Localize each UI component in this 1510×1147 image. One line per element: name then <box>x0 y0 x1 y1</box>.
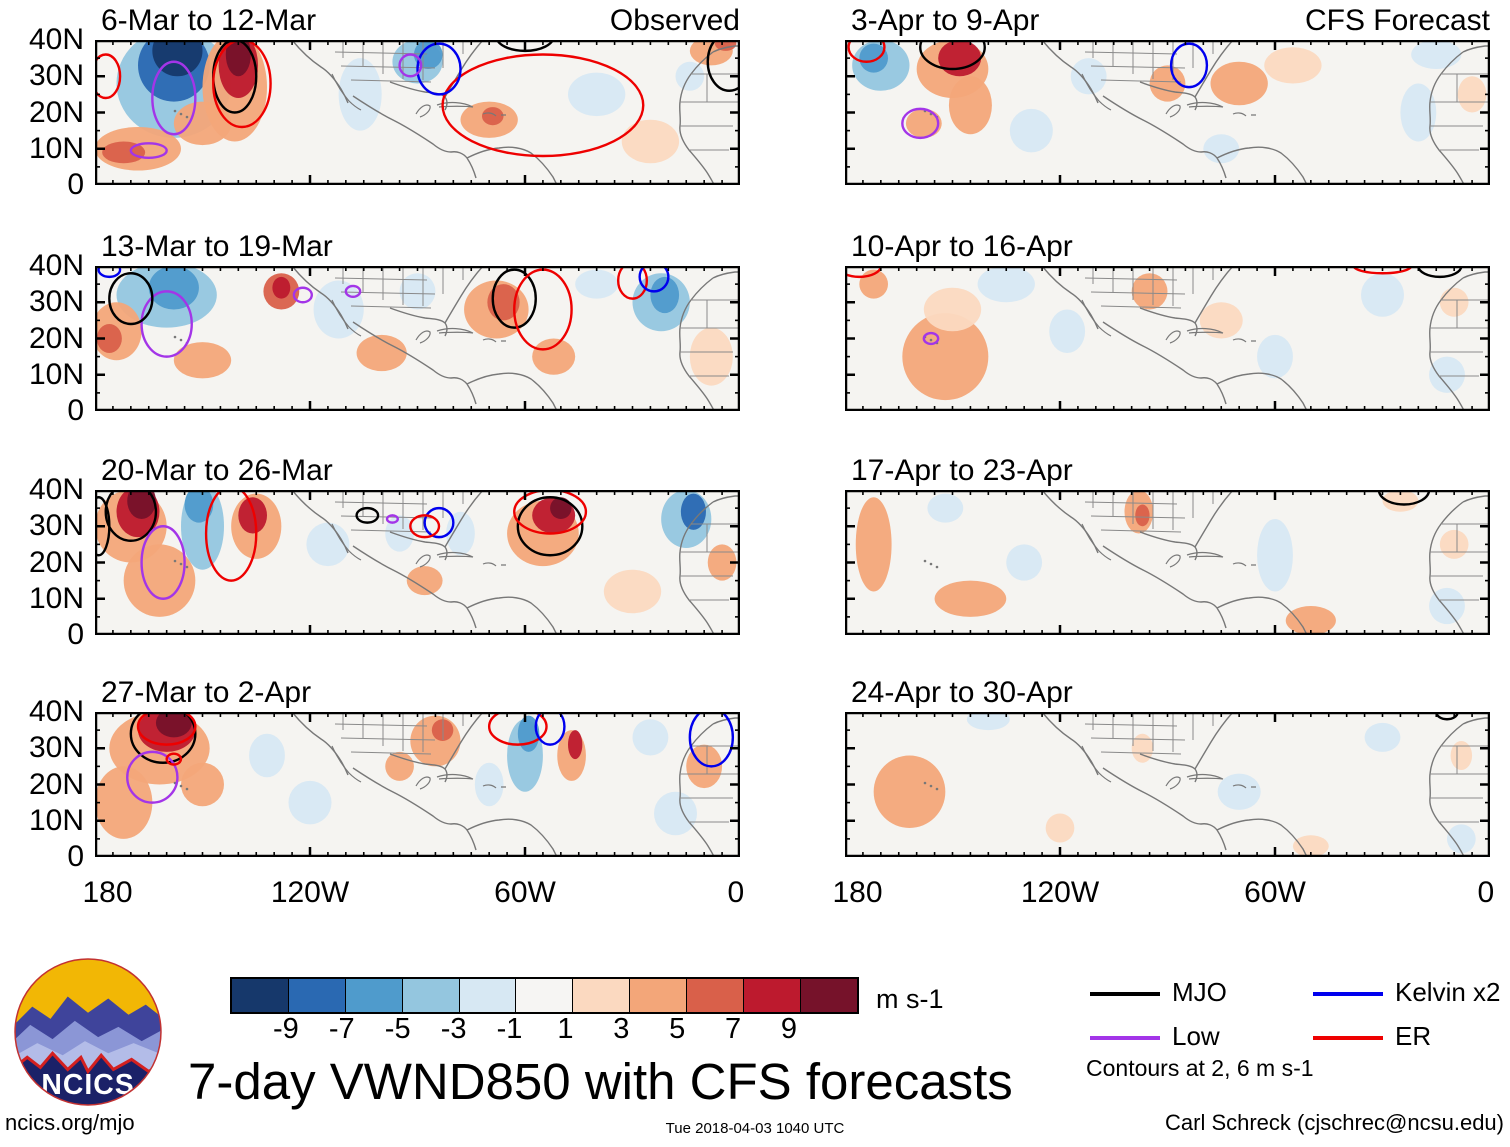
colorbar-segment-0 <box>232 979 289 1012</box>
x-axis-label-0: 0 <box>1477 876 1495 909</box>
legend-label-low: Low <box>1172 1021 1220 1051</box>
x-axis-label-120w: 120W <box>1020 876 1100 909</box>
colorbar-segment-3 <box>402 979 460 1012</box>
map-panel-27-mar-to-2-apr <box>95 712 740 857</box>
map-panel-20-mar-to-26-mar <box>95 490 740 635</box>
y-axis-label-10n: 10N <box>28 357 84 391</box>
colorbar-segment-9 <box>744 979 801 1012</box>
colorbar-tick-9: 9 <box>780 1013 798 1045</box>
x-axis-label-180: 180 <box>82 876 133 909</box>
y-axis-label-0: 0 <box>67 840 84 873</box>
panel-title-6-mar-to-12-mar: 6-Mar to 12-Mar <box>101 4 317 37</box>
map-panel-10-apr-to-16-apr <box>845 266 1490 411</box>
legend-label-kelvin-x2: Kelvin x2 <box>1395 977 1501 1007</box>
y-axis-label-30n: 30N <box>28 509 84 543</box>
panel-title-3-apr-to-9-apr: 3-Apr to 9-Apr <box>851 4 1040 37</box>
logo-wordmark: NCICS <box>41 1069 134 1101</box>
ncics-logo: NCICS <box>14 958 162 1106</box>
colorbar-tick--7: -7 <box>328 1013 355 1045</box>
legend-label-mjo: MJO <box>1172 977 1227 1007</box>
colorbar-unit: m s-1 <box>876 984 944 1014</box>
map-panel-17-apr-to-23-apr <box>845 490 1490 635</box>
colorbar-tick-5: 5 <box>669 1013 686 1045</box>
legend-line-er <box>1313 1036 1383 1040</box>
y-axis-label-20n: 20N <box>28 767 84 801</box>
panel-title-13-mar-to-19-mar: 13-Mar to 19-Mar <box>101 230 333 263</box>
y-axis-label-30n: 30N <box>28 285 84 319</box>
colorbar-segment-7 <box>630 979 688 1012</box>
legend-line-low <box>1090 1036 1160 1040</box>
footer-credit: Carl Schreck (cjschrec@ncsu.edu) <box>1165 1110 1504 1135</box>
y-axis-label-20n: 20N <box>28 545 84 579</box>
colorbar-segment-1 <box>288 979 346 1012</box>
legend-line-kelvin-x2 <box>1313 992 1383 996</box>
panel-title-24-apr-to-30-apr: 24-Apr to 30-Apr <box>851 676 1073 709</box>
y-axis-label-40n: 40N <box>28 695 84 728</box>
y-axis-label-20n: 20N <box>28 95 84 129</box>
colorbar-segment-10 <box>800 979 857 1012</box>
panel-title-27-mar-to-2-apr: 27-Mar to 2-Apr <box>101 676 312 709</box>
y-axis-label-40n: 40N <box>28 473 84 506</box>
legend-line-mjo <box>1090 992 1160 996</box>
contour-note: Contours at 2, 6 m s-1 <box>1086 1055 1314 1081</box>
colorbar-tick--1: -1 <box>496 1013 523 1045</box>
colorbar-tick-3: 3 <box>613 1013 630 1045</box>
y-axis-label-10n: 10N <box>28 131 84 165</box>
panel-title-10-apr-to-16-apr: 10-Apr to 16-Apr <box>851 230 1073 263</box>
y-axis-label-10n: 10N <box>28 581 84 615</box>
map-panel-3-apr-to-9-apr <box>845 40 1490 185</box>
colorbar-segment-8 <box>687 979 745 1012</box>
x-axis-label-0: 0 <box>727 876 745 909</box>
x-axis-label-180: 180 <box>832 876 883 909</box>
panel-title-17-apr-to-23-apr: 17-Apr to 23-Apr <box>851 454 1073 487</box>
x-axis-label-60w: 60W <box>494 876 556 909</box>
column-heading-observed: Observed <box>609 4 740 37</box>
x-axis-label-120w: 120W <box>270 876 350 909</box>
colorbar-tick--9: -9 <box>272 1013 299 1045</box>
figure-title: 7-day VWND850 with CFS forecasts <box>188 1053 1013 1110</box>
x-axis-label-60w: 60W <box>1244 876 1306 909</box>
y-axis-label-30n: 30N <box>28 59 84 93</box>
map-panel-24-apr-to-30-apr <box>845 712 1490 857</box>
y-axis-label-0: 0 <box>67 394 84 427</box>
colorbar-tick-7: 7 <box>725 1013 742 1045</box>
colorbar-segment-5 <box>516 979 574 1012</box>
y-axis-label-40n: 40N <box>28 23 84 56</box>
panel-title-20-mar-to-26-mar: 20-Mar to 26-Mar <box>101 454 333 487</box>
legend-label-er: ER <box>1395 1021 1432 1051</box>
y-axis-label-0: 0 <box>67 618 84 651</box>
column-heading-cfs-forecast: CFS Forecast <box>1304 4 1490 37</box>
footer-timestamp: Tue 2018-04-03 1040 UTC <box>665 1120 845 1137</box>
map-panel-13-mar-to-19-mar <box>95 266 740 411</box>
colorbar-tick--5: -5 <box>384 1013 411 1045</box>
colorbar-tick-1: 1 <box>557 1013 574 1045</box>
colorbar-segment-4 <box>459 979 517 1012</box>
y-axis-label-40n: 40N <box>28 249 84 282</box>
y-axis-label-30n: 30N <box>28 731 84 765</box>
y-axis-label-10n: 10N <box>28 803 84 837</box>
y-axis-label-20n: 20N <box>28 321 84 355</box>
colorbar-tick--3: -3 <box>440 1013 467 1045</box>
colorbar-segment-2 <box>345 979 403 1012</box>
map-panel-6-mar-to-12-mar <box>95 40 740 185</box>
colorbar <box>230 977 859 1014</box>
y-axis-label-0: 0 <box>67 168 84 201</box>
footer-url: ncics.org/mjo <box>5 1110 135 1135</box>
colorbar-segment-6 <box>573 979 631 1012</box>
